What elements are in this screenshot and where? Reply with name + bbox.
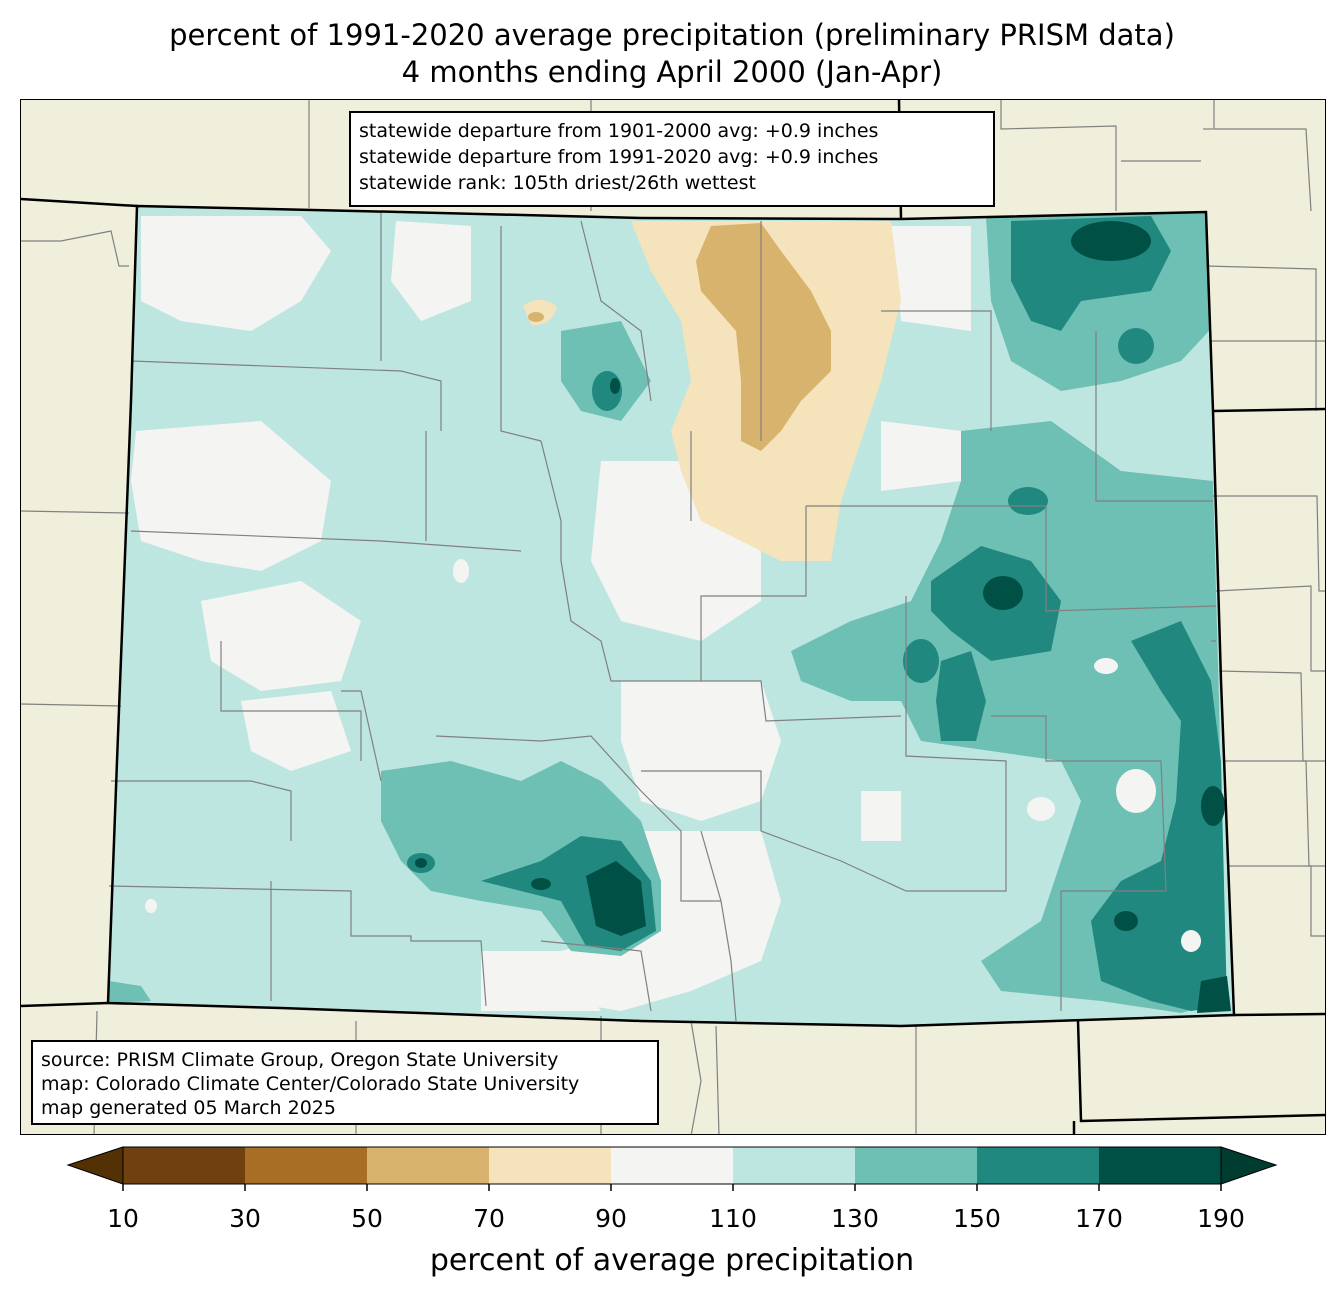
colorbar-tick-label-190: 190 xyxy=(1197,1204,1245,1233)
colorbar-bin-30-50 xyxy=(245,1147,368,1184)
map-canvas xyxy=(21,100,1325,1134)
colorbar-tick-label-50: 50 xyxy=(351,1204,383,1233)
colorbar-tick-label-70: 70 xyxy=(473,1204,505,1233)
colorbar-label: percent of average precipitation xyxy=(429,1243,915,1278)
stats-departure-1901-2000: statewide departure from 1901-2000 avg: … xyxy=(359,120,879,142)
colorbar-bin-90-110 xyxy=(611,1147,734,1184)
stats-rank: statewide rank: 105th driest/26th wettes… xyxy=(359,172,756,194)
colorbar-bins xyxy=(122,1146,1222,1185)
colorbar-over-arrow xyxy=(1220,1146,1278,1185)
stats-departure-1991-2020: statewide departure from 1991-2020 avg: … xyxy=(359,146,879,168)
map-title-line-2: 4 months ending April 2000 (Jan-Apr) xyxy=(401,55,943,89)
statewide-stats-box: statewide departure from 1901-2000 avg: … xyxy=(349,111,995,207)
colorbar-bin-50-70 xyxy=(367,1147,490,1184)
neighbor-county-boundaries xyxy=(21,100,1325,1134)
colorbar-tick-marks xyxy=(122,1184,1222,1191)
colorbar-bin-130-150 xyxy=(855,1147,978,1184)
map-credit-line: map: Colorado Climate Center/Colorado St… xyxy=(41,1073,580,1095)
colorbar-tick-label-170: 170 xyxy=(1075,1204,1123,1233)
colorbar-tick-label-90: 90 xyxy=(595,1204,627,1233)
colorbar-bin-170-190 xyxy=(1099,1147,1222,1184)
above-normal-areas-170-190 xyxy=(415,221,1231,1013)
county-boundaries xyxy=(108,211,1217,1022)
map-title-line-1: percent of 1991-2020 average precipitati… xyxy=(169,18,1175,52)
colorbar xyxy=(66,1146,1278,1191)
colorbar-bin-70-90 xyxy=(489,1147,612,1184)
colorbar-bin-110-130 xyxy=(733,1147,856,1184)
colorbar-tick-label-130: 130 xyxy=(831,1204,879,1233)
colorbar-tick-label-150: 150 xyxy=(953,1204,1001,1233)
below-normal-region-50-70 xyxy=(696,223,831,451)
colorbar-bin-10-30 xyxy=(123,1147,246,1184)
generated-date-line: map generated 05 March 2025 xyxy=(41,1097,336,1119)
source-line: source: PRISM Climate Group, Oregon Stat… xyxy=(41,1049,559,1071)
colorbar-tick-label-30: 30 xyxy=(229,1204,261,1233)
below-normal-spot-2 xyxy=(528,312,544,322)
source-credits-box: source: PRISM Climate Group, Oregon Stat… xyxy=(31,1040,659,1125)
colorbar-tick-label-10: 10 xyxy=(107,1204,139,1233)
normal-speckles xyxy=(145,559,1201,952)
precipitation-map xyxy=(20,99,1326,1135)
colorbar-under-arrow xyxy=(66,1146,124,1185)
colorbar-tick-label-110: 110 xyxy=(709,1204,757,1233)
colorbar-bin-150-170 xyxy=(977,1147,1100,1184)
